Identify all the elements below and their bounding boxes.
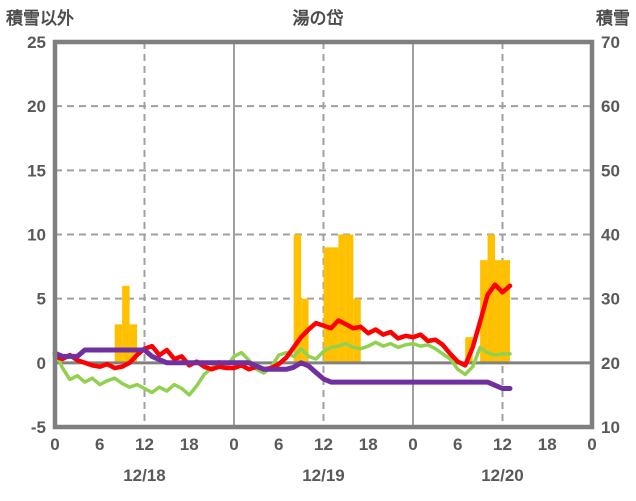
right-axis-title: 積雪 (596, 9, 630, 28)
bar (487, 234, 496, 363)
x-tick-label: 12 (314, 435, 333, 454)
x-tick-label: 18 (180, 435, 199, 454)
date-label: 12/18 (123, 466, 166, 485)
x-tick-label: 0 (587, 435, 596, 454)
right-tick-label: 50 (601, 161, 620, 180)
left-tick-label: 25 (27, 33, 46, 52)
x-tick-label: 12 (493, 435, 512, 454)
x-tick-label: 0 (229, 435, 238, 454)
date-labels: 12/18 12/19 12/20 (123, 466, 524, 485)
right-tick-label: 30 (601, 290, 620, 309)
x-tick-label: 18 (359, 435, 378, 454)
right-axis-labels: 70 60 50 40 30 20 10 (601, 33, 620, 437)
x-tick-label: 6 (274, 435, 283, 454)
left-axis-labels: 25 20 15 10 5 0 -5 (27, 33, 46, 437)
bar (330, 247, 339, 363)
date-label: 12/20 (481, 466, 524, 485)
right-tick-label: 10 (601, 418, 620, 437)
bar (122, 285, 130, 363)
bar (345, 234, 354, 363)
bar (293, 234, 302, 363)
left-axis-title: 積雪以外 (6, 9, 74, 28)
left-tick-label: 20 (27, 97, 46, 116)
x-tick-label: 18 (538, 435, 557, 454)
x-tick-label: 0 (50, 435, 59, 454)
bar (323, 247, 331, 363)
left-tick-label: 10 (27, 226, 46, 245)
right-tick-label: 40 (601, 226, 620, 245)
x-tick-label: 6 (453, 435, 462, 454)
x-tick-label: 6 (95, 435, 104, 454)
purple-line (52, 347, 513, 391)
left-tick-label: -5 (31, 418, 46, 437)
bar (502, 260, 510, 363)
bar (114, 324, 123, 363)
right-tick-label: 60 (601, 97, 620, 116)
green-line (53, 340, 512, 397)
left-tick-label: 0 (37, 354, 46, 373)
right-tick-label: 20 (601, 354, 620, 373)
x-axis-labels: 0 6 12 18 0 6 12 18 0 6 12 18 0 (50, 435, 596, 454)
bar (338, 234, 346, 363)
date-label: 12/19 (302, 466, 345, 485)
x-tick-label: 12 (135, 435, 154, 454)
bar (129, 324, 138, 363)
bar (465, 337, 473, 363)
v-gridlines (143, 42, 504, 427)
bar (353, 298, 361, 363)
left-tick-label: 5 (37, 290, 46, 309)
x-tick-label: 0 (408, 435, 417, 454)
plot-border (52, 39, 595, 430)
left-tick-label: 15 (27, 161, 46, 180)
red-line (52, 282, 513, 372)
right-tick-label: 70 (601, 33, 620, 52)
chart-title: 湯の岱 (292, 9, 344, 28)
bar (495, 260, 503, 363)
